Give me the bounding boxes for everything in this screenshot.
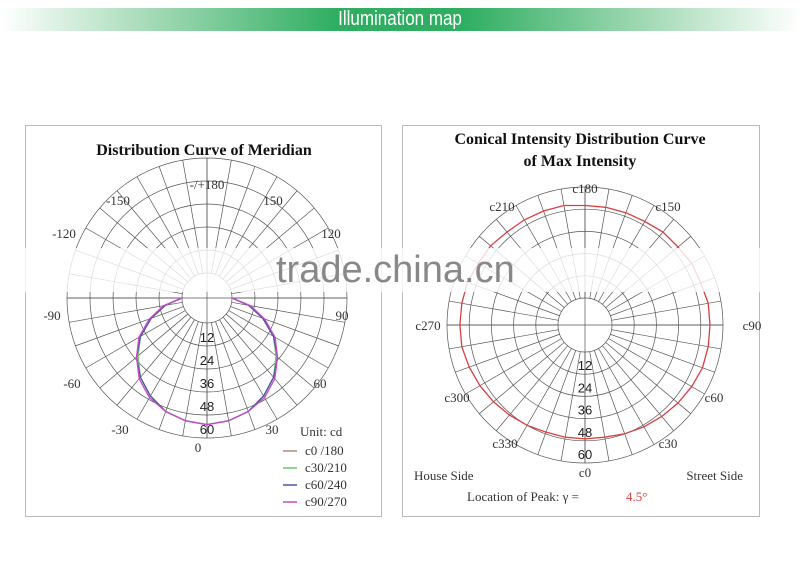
chart2-radial-gridline (611, 329, 721, 350)
chart1-radial-gridline (228, 310, 329, 369)
chart1-unit-label: Unit: cd (300, 424, 343, 439)
chart1-radial-gridline (219, 319, 278, 420)
chart2-radial-gridline (608, 338, 705, 395)
peak-value: 4.5° (626, 489, 647, 504)
chart1-angle-label: -150 (106, 193, 130, 208)
banner: Illumination map (0, 8, 800, 31)
meridian-chart-panel (25, 125, 382, 517)
chart1-angle-label: -90 (43, 308, 60, 323)
chart2-radial-gridline (449, 300, 559, 321)
chart2-angle-label: c270 (415, 318, 440, 333)
chart1-radial-gridline (182, 322, 204, 436)
chart2-radial-gridline (598, 348, 655, 445)
chart2-radial-gridline (593, 350, 633, 455)
chart1-radial-gridline (85, 310, 186, 369)
conical-chart-panel (402, 125, 760, 517)
chart2-angle-label: c150 (655, 199, 680, 214)
chart2-radial-gridline (537, 350, 577, 455)
watermark: trade.china.cn (0, 248, 800, 292)
chart2-max-intensity-curve (459, 204, 711, 440)
chart2-radial-gridline (455, 333, 560, 373)
chart2-title: Conical Intensity Distribution Curve (454, 131, 705, 148)
chart2-radial-gridline (611, 300, 721, 321)
chart1-radial-gridline (225, 313, 315, 389)
chart1-angle-label: -30 (111, 422, 128, 437)
chart2-radial-gridline (496, 345, 568, 431)
chart1-radial-gridline (210, 322, 232, 436)
chart1-angle-label: -60 (63, 376, 80, 391)
chart2-angle-label: c60 (705, 390, 724, 405)
chart1-series-3-curve (135, 297, 279, 426)
house-side-label: House Side (414, 468, 474, 483)
chart2-angle-label: c90 (743, 318, 762, 333)
chart2-angle-label: c180 (572, 181, 597, 196)
chart1-radial-gridline (222, 316, 298, 406)
chart1-title: Distribution Curve of Meridian (96, 142, 312, 159)
legend-label-2: c60/240 (305, 477, 347, 492)
chart2-radial-gridline (465, 338, 562, 395)
chart1-radial-gridline (230, 306, 339, 347)
chart1-radial-gridline (116, 316, 192, 406)
chart2-radial-gridline (560, 351, 581, 461)
chart1-angle-label: 90 (336, 308, 349, 323)
chart1-radial-gridline (99, 313, 189, 389)
chart1-radial-gridline (158, 321, 199, 430)
chart2-radial-gridline (610, 333, 715, 373)
chart1-angle-label: 150 (263, 193, 283, 208)
chart1-angle-label: 0 (195, 440, 202, 455)
chart2-title-line2: of Max Intensity (524, 153, 637, 170)
chart2-radial-gridline (479, 342, 565, 414)
peak-location-label: Location of Peak: γ = (467, 489, 579, 504)
chart1-angle-label: 120 (321, 226, 341, 241)
legend-label-1: c30/210 (305, 460, 347, 475)
chart1-angle-label: -/+180 (190, 177, 225, 192)
chart1-angle-label: 30 (266, 422, 279, 437)
chart1-radial-gridline (215, 321, 256, 430)
chart2-angle-label: c210 (489, 199, 514, 214)
chart2-radial-gridline (589, 351, 610, 461)
chart2-radial-gridline (449, 329, 559, 350)
chart2-radial-gridline (602, 345, 674, 431)
chart2-angle-label: c330 (492, 436, 517, 451)
street-side-label: Street Side (686, 468, 743, 483)
chart1-angle-label: -120 (52, 226, 76, 241)
chart2-angle-label: c300 (444, 390, 469, 405)
legend-label-3: c90/270 (305, 494, 347, 509)
banner-title: Illumination map (338, 8, 462, 30)
chart1-radial-gridline (136, 319, 195, 420)
watermark-text: trade.china.cn (276, 249, 515, 291)
chart1-angle-label: 60 (314, 376, 327, 391)
chart2-angle-label: c0 (579, 465, 591, 480)
chart1-radial-gridline (75, 306, 184, 347)
chart2-angle-label: c30 (659, 436, 678, 451)
chart2-radial-gridline (515, 348, 572, 445)
legend-label-0: c0 /180 (305, 443, 344, 458)
chart2-radial-gridline (605, 342, 691, 414)
